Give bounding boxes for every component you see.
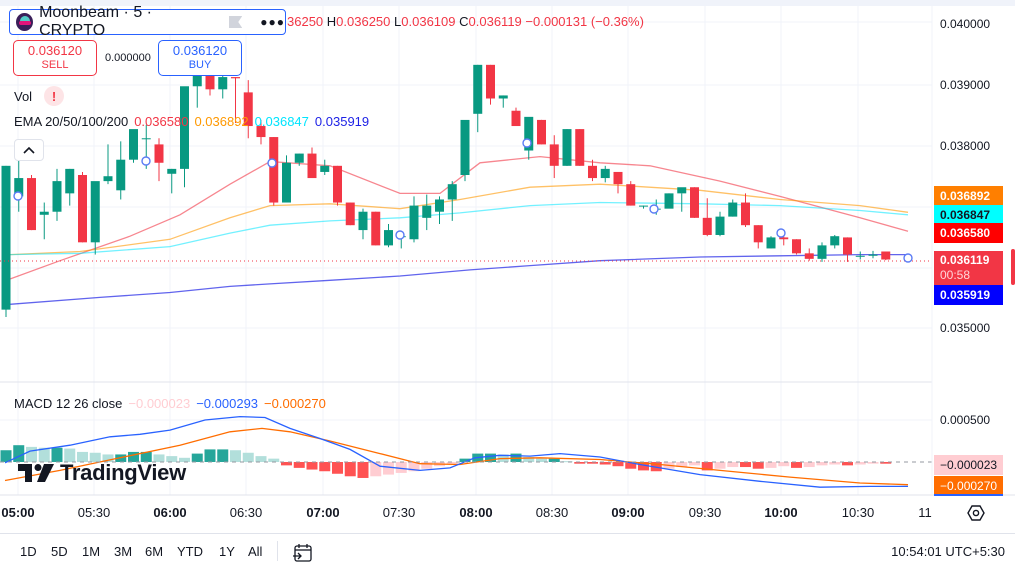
buy-button[interactable]: 0.036120 BUY — [158, 40, 242, 76]
tradingview-logo-icon — [18, 464, 54, 482]
sell-price: 0.036120 — [27, 43, 83, 58]
ohlc-change: −0.000131 (−0.36%) — [525, 14, 644, 29]
event-marker-icon[interactable] — [267, 158, 277, 168]
event-marker-icon[interactable] — [903, 253, 913, 263]
event-marker-icon[interactable] — [776, 228, 786, 238]
sell-button[interactable]: 0.036120 SELL — [13, 40, 97, 76]
ema50-value: 0.036892 — [194, 114, 249, 129]
more-dots-icon[interactable]: ●●● — [260, 15, 285, 29]
price-tick: 0.040000 — [940, 17, 991, 31]
event-marker-icon[interactable] — [13, 191, 23, 201]
macd-hist-tag: −0.000023 — [934, 455, 1003, 475]
tradingview-watermark: TradingView — [18, 460, 186, 486]
macd-label: MACD 12 26 close — [14, 396, 123, 411]
ema200-value: 0.035919 — [314, 114, 370, 129]
moonbeam-logo-icon — [16, 13, 34, 31]
price-tick: 0.038000 — [940, 139, 991, 153]
time-tick: 06:30 — [229, 505, 263, 520]
chevron-up-icon — [23, 146, 35, 154]
range-1y-button[interactable]: 1Y — [219, 544, 235, 559]
last-price-tag: 0.036119 00:58 — [934, 251, 1003, 285]
warning-icon[interactable]: ! — [44, 86, 65, 106]
ema20-price-tag: 0.036580 — [934, 223, 1003, 243]
price-scale-handle[interactable] — [1011, 249, 1015, 285]
ema-label: EMA 20/50/100/200 — [14, 114, 129, 129]
range-ytd-button[interactable]: YTD — [177, 544, 203, 559]
ohlc-close-label: C — [459, 14, 469, 29]
time-tick: 09:00 — [611, 505, 645, 520]
time-tick: 07:30 — [382, 505, 416, 520]
macd-signal-tag: −0.000270 — [934, 476, 1003, 496]
ema-legend[interactable]: EMA 20/50/100/200 0.036580 0.036892 0.03… — [14, 114, 375, 129]
last-price-value: 0.036119 — [940, 253, 990, 267]
ohlc-high-value: 0.036250 — [336, 14, 391, 29]
symbol-header[interactable]: Moonbeam · 5 · CRYPTO ●●● — [9, 4, 286, 39]
buy-label: BUY — [188, 59, 212, 71]
ema200-price-tag: 0.035919 — [934, 285, 1003, 305]
price-tick: 0.035000 — [940, 321, 991, 335]
time-tick: 10:30 — [841, 505, 875, 520]
time-tick: 08:00 — [459, 505, 493, 520]
volume-legend[interactable]: Vol ! — [14, 86, 65, 106]
ema100-price-tag: 0.036847 — [934, 205, 1003, 225]
symbol-title: Moonbeam · 5 · CRYPTO — [39, 4, 152, 39]
ema100-value: 0.036847 — [254, 114, 309, 129]
chart-settings-icon[interactable] — [966, 503, 986, 523]
top-strip — [0, 0, 1015, 6]
ohlc-high-label: H — [326, 14, 337, 29]
time-tick: 05:30 — [77, 505, 111, 520]
macd-line-value: −0.000293 — [196, 396, 259, 411]
macd-pane — [0, 415, 909, 488]
calendar-goto-icon[interactable] — [292, 542, 314, 564]
range-3m-button[interactable]: 3M — [114, 544, 133, 559]
macd-hist-value: −0.000023 — [128, 396, 191, 411]
bar-countdown: 00:58 — [940, 268, 971, 282]
watermark-text: TradingView — [60, 460, 186, 485]
time-tick: 09:30 — [688, 505, 722, 520]
price-tick: 0.039000 — [940, 78, 991, 92]
ohlc-open-value: 36250 — [287, 14, 324, 29]
ema-lines — [4, 155, 909, 306]
event-markers[interactable] — [13, 138, 913, 263]
event-marker-icon[interactable] — [141, 156, 151, 166]
event-marker-icon[interactable] — [649, 204, 659, 214]
ohlc-low-label: L — [394, 14, 402, 29]
buy-price: 0.036120 — [172, 43, 228, 58]
toolbar-divider — [277, 541, 278, 561]
sell-label: SELL — [41, 59, 69, 71]
spread-value: 0.000000 — [105, 52, 151, 64]
range-5d-button[interactable]: 5D — [51, 544, 68, 559]
time-tick: 05:00 — [1, 505, 35, 520]
flag-icon[interactable] — [228, 16, 243, 28]
ohlc-close-value: 0.036119 — [468, 14, 522, 29]
macd-tick: 0.000500 — [940, 413, 991, 427]
range-all-button[interactable]: All — [248, 544, 263, 559]
event-marker-icon[interactable] — [522, 138, 532, 148]
macd-signal-value: −0.000270 — [264, 396, 326, 411]
ohlc-legend: 36250 H0.036250 L0.036109 C0.036119 −0.0… — [287, 14, 644, 29]
vol-label: Vol — [14, 88, 33, 104]
macd-legend[interactable]: MACD 12 26 close −0.000023 −0.000293 −0.… — [14, 396, 332, 411]
time-tick: 08:30 — [535, 505, 569, 520]
time-tick: 10:00 — [764, 505, 798, 520]
ema50-price-tag: 0.036892 — [934, 186, 1003, 206]
time-tick: 11 — [918, 505, 932, 520]
collapse-legend-button[interactable] — [14, 139, 44, 161]
range-1d-button[interactable]: 1D — [20, 544, 37, 559]
ohlc-low-value: 0.036109 — [401, 14, 456, 29]
event-marker-icon[interactable] — [395, 230, 405, 240]
range-6m-button[interactable]: 6M — [145, 544, 164, 559]
ema20-value: 0.036580 — [134, 114, 189, 129]
range-1m-button[interactable]: 1M — [82, 544, 101, 559]
clock-timezone[interactable]: 10:54:01 UTC+5:30 — [891, 544, 1005, 559]
time-tick: 06:00 — [153, 505, 187, 520]
chart-canvas[interactable] — [0, 0, 1015, 533]
time-tick: 07:00 — [306, 505, 340, 520]
bottom-toolbar: 1D 5D 1M 3M 6M YTD 1Y All 10:54:01 UTC+5… — [0, 533, 1015, 570]
